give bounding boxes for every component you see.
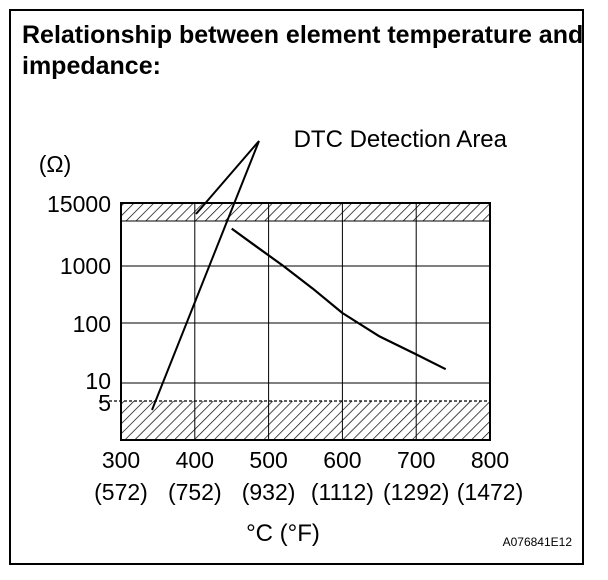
- x-tick-label-fahrenheit: (1112): [311, 479, 374, 505]
- x-tick-label-fahrenheit: (932): [242, 479, 296, 505]
- y-tick-label: 100: [73, 311, 111, 337]
- figure-frame: [9, 9, 584, 565]
- x-tick-label-fahrenheit: (572): [94, 479, 148, 505]
- x-tick-label-fahrenheit: (1292): [383, 479, 449, 505]
- x-tick-label: 700: [397, 447, 435, 473]
- detection-band-low: [121, 401, 490, 440]
- y-tick-label: 5: [98, 390, 111, 416]
- x-tick-label-fahrenheit: (752): [168, 479, 222, 505]
- annotation-leader-high: [195, 140, 260, 215]
- x-tick-label: 300: [102, 447, 140, 473]
- y-tick-label: 15000: [47, 191, 111, 217]
- impedance-curve: [231, 227, 447, 371]
- x-tick-label: 600: [323, 447, 361, 473]
- detection-band-high: [121, 203, 490, 221]
- figure-code: A076841E12: [502, 535, 572, 549]
- x-tick-label: 400: [176, 447, 214, 473]
- y-tick-label: 1000: [60, 253, 111, 279]
- y-axis-label: (Ω): [39, 151, 72, 177]
- annotation-label: DTC Detection Area: [294, 126, 508, 153]
- annotation-leader-low: [151, 140, 260, 411]
- y-tick-label: 10: [85, 368, 111, 394]
- x-tick-label-fahrenheit: (1472): [457, 479, 523, 505]
- chart-title: Relationship between element temperature…: [22, 21, 584, 80]
- x-tick-label: 800: [471, 447, 509, 473]
- x-axis-label: °C (°F): [246, 520, 320, 547]
- x-tick-label: 500: [249, 447, 287, 473]
- plot-frame: [120, 202, 491, 441]
